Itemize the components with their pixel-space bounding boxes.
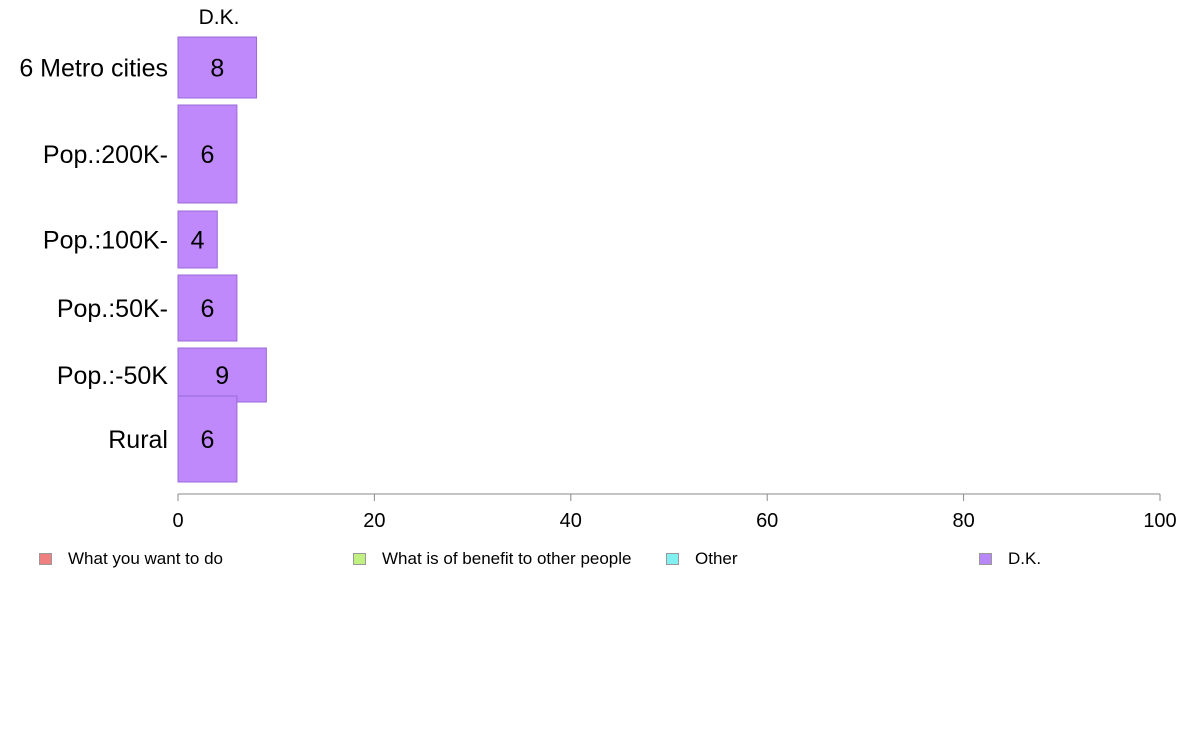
x-tick-label-0: 0 bbox=[172, 510, 183, 532]
legend-item-other: Other bbox=[666, 546, 738, 572]
legend-swatch-other bbox=[666, 553, 679, 565]
x-tick-label-100: 100 bbox=[1143, 510, 1176, 532]
bar-pop-50k bbox=[177, 274, 238, 342]
bar-6-metro-cities bbox=[177, 36, 258, 99]
bar-rural bbox=[177, 395, 238, 483]
bar-pop-200k bbox=[177, 104, 238, 204]
value-label-pop-100k: 4 bbox=[191, 227, 205, 255]
value-label-rural: 6 bbox=[201, 426, 215, 454]
category-label-6-metro-cities: 6 Metro cities bbox=[19, 55, 168, 83]
legend-swatch-benefit bbox=[353, 553, 366, 565]
legend-item-dk: D.K. bbox=[979, 546, 1041, 572]
category-label-rural: Rural bbox=[108, 426, 168, 454]
x-tick-label-40: 40 bbox=[560, 510, 582, 532]
column-label: D.K. bbox=[199, 6, 240, 29]
value-label-pop-200k: 6 bbox=[201, 141, 215, 169]
x-axis: 0 20 40 60 80 100 bbox=[172, 493, 1177, 532]
category-label-pop-50k: Pop.:-50K bbox=[57, 362, 169, 390]
legend-label-dk: D.K. bbox=[1008, 549, 1042, 568]
x-tick-label-60: 60 bbox=[756, 510, 778, 532]
category-label-pop-100k: Pop.:100K- bbox=[43, 227, 168, 255]
category-label-pop-200k: Pop.:200K- bbox=[43, 141, 168, 169]
x-tick-label-80: 80 bbox=[952, 510, 974, 532]
bars-group: 6 Metro cities 8 Pop.:200K- 6 Pop.:100K- 4 Pop… bbox=[19, 36, 267, 483]
legend-item-benefit: What is of benefit to other people bbox=[353, 546, 632, 572]
value-label-pop-50k: 6 bbox=[201, 295, 215, 323]
x-tick-label-20: 20 bbox=[363, 510, 385, 532]
value-label-6-metro-cities: 8 bbox=[210, 55, 224, 83]
legend-label-want: What you want to do bbox=[68, 549, 223, 568]
bar-pop-100k bbox=[177, 210, 218, 269]
legend-swatch-dk bbox=[979, 553, 992, 565]
legend-swatch-want bbox=[39, 553, 52, 565]
chart: D.K. 6 Metro cities 8 Pop.:200K- 6 Pop.:100K… bbox=[19, 6, 1177, 532]
legend-item-want: What you want to do bbox=[39, 546, 223, 572]
legend-label-other: Other bbox=[695, 549, 738, 568]
legend-label-benefit: What is of benefit to other people bbox=[382, 549, 632, 568]
legend: What you want to do What is of benefit t… bbox=[0, 546, 1188, 572]
category-label-pop-50k: Pop.:50K- bbox=[57, 295, 168, 323]
value-label-pop-50k: 9 bbox=[215, 362, 229, 390]
